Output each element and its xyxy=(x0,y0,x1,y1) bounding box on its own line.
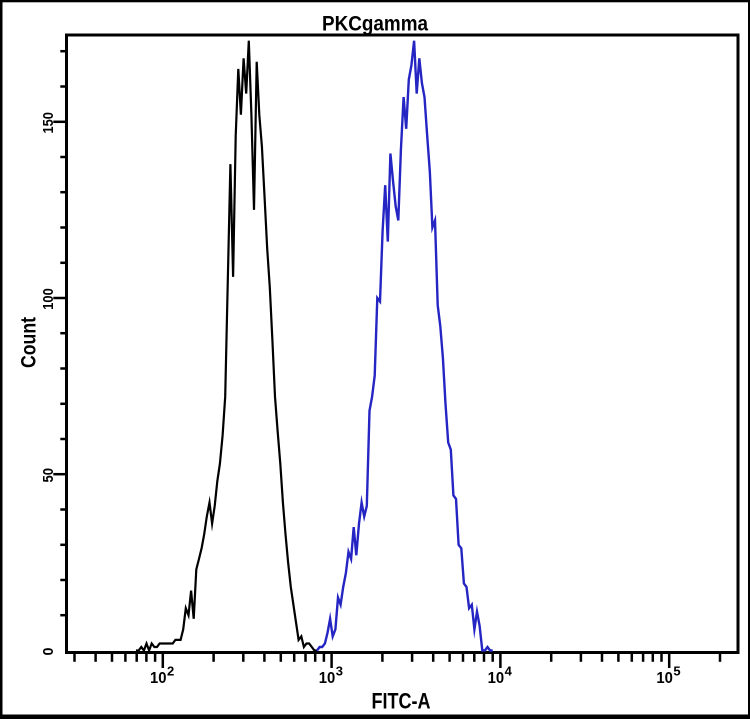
svg-text:10: 10 xyxy=(656,670,673,687)
svg-text:2: 2 xyxy=(167,663,174,678)
svg-text:FITC-A: FITC-A xyxy=(372,689,431,714)
svg-text:10: 10 xyxy=(150,670,167,687)
svg-text:150: 150 xyxy=(40,112,57,134)
svg-text:10: 10 xyxy=(319,670,336,687)
svg-text:0: 0 xyxy=(40,648,57,656)
svg-text:Count: Count xyxy=(18,317,41,368)
svg-text:50: 50 xyxy=(40,468,57,483)
svg-text:3: 3 xyxy=(336,663,343,678)
svg-text:5: 5 xyxy=(673,663,680,678)
svg-text:PKCgamma: PKCgamma xyxy=(322,13,428,36)
svg-text:100: 100 xyxy=(40,288,57,310)
svg-text:4: 4 xyxy=(505,663,513,678)
svg-text:10: 10 xyxy=(488,670,505,687)
